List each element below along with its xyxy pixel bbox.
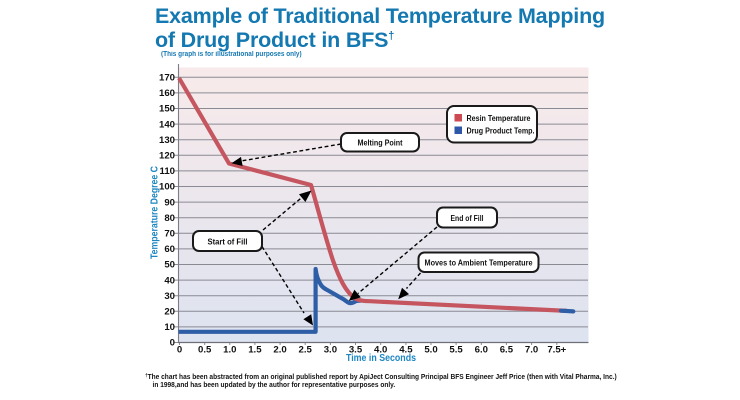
svg-text:110: 110 (160, 166, 175, 177)
svg-text:160: 160 (159, 88, 175, 99)
svg-text:End of Fill: End of Fill (451, 213, 484, 223)
svg-text:90: 90 (164, 197, 175, 208)
svg-text:1.5: 1.5 (248, 344, 262, 355)
svg-text:0: 0 (170, 338, 175, 349)
svg-text:2.0: 2.0 (273, 344, 286, 355)
svg-text:0: 0 (177, 344, 182, 355)
svg-text:5.0: 5.0 (424, 344, 437, 355)
svg-text:130: 130 (159, 135, 175, 146)
svg-text:6.0: 6.0 (475, 344, 488, 355)
svg-text:4.5: 4.5 (399, 344, 413, 355)
svg-text:7.0: 7.0 (525, 344, 538, 355)
svg-text:Drug Product Temp.: Drug Product Temp. (467, 127, 535, 136)
svg-text:0.5: 0.5 (198, 344, 212, 355)
svg-text:120: 120 (159, 151, 175, 162)
svg-text:100: 100 (159, 182, 175, 193)
svg-text:70: 70 (164, 229, 175, 240)
svg-text:2.5: 2.5 (299, 344, 313, 355)
svg-text:1.0: 1.0 (223, 344, 236, 355)
svg-text:5.5: 5.5 (449, 344, 463, 355)
svg-text:Temperature Degree C: Temperature Degree C (150, 166, 161, 259)
svg-text:10: 10 (164, 322, 175, 333)
svg-text:30: 30 (164, 291, 175, 302)
svg-text:50: 50 (164, 260, 175, 271)
svg-text:7.5+: 7.5+ (547, 344, 566, 355)
svg-text:140: 140 (159, 119, 175, 130)
svg-text:150: 150 (159, 104, 175, 115)
svg-text:80: 80 (164, 213, 175, 224)
svg-text:Resin Temperature: Resin Temperature (467, 114, 531, 123)
svg-text:3.0: 3.0 (324, 344, 337, 355)
svg-text:3.5: 3.5 (349, 344, 363, 355)
svg-text:20: 20 (164, 307, 175, 318)
svg-text:6.5: 6.5 (500, 344, 514, 355)
svg-text:60: 60 (164, 244, 175, 255)
svg-text:Time in Seconds: Time in Seconds (346, 352, 416, 364)
svg-text:Melting Point: Melting Point (358, 137, 403, 147)
svg-text:170: 170 (159, 73, 175, 84)
svg-text:40: 40 (164, 275, 175, 286)
svg-text:Start of Fill: Start of Fill (208, 236, 248, 246)
svg-text:Moves to Ambient Temperature: Moves to Ambient Temperature (425, 258, 533, 268)
svg-text:4.0: 4.0 (374, 344, 387, 355)
